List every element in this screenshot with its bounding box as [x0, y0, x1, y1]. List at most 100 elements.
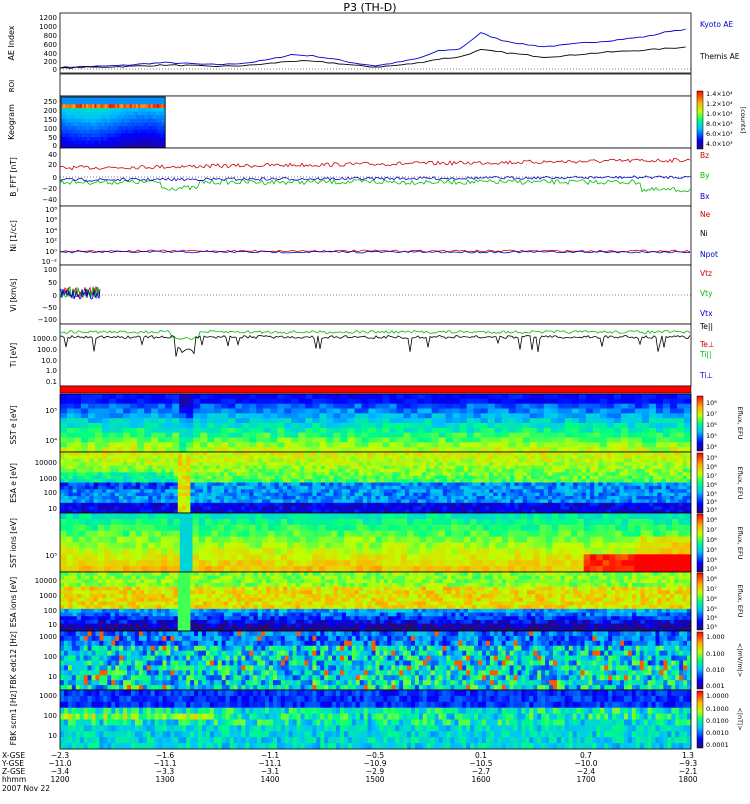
- sst-electron-cell: [291, 418, 298, 423]
- esa-electron-cell: [535, 452, 540, 456]
- esa-electron-cell: [232, 493, 237, 497]
- temperature-ylabel: Ti [eV]: [9, 343, 18, 368]
- sst-electron-cell: [214, 442, 221, 447]
- esa-electron-cell: [472, 472, 477, 476]
- sst-electron-cell: [635, 394, 642, 399]
- esa-electron-cell: [279, 462, 284, 466]
- sst-electron-cell: [404, 404, 411, 409]
- sst-electron-cell: [677, 399, 684, 404]
- esa-electron-cell: [304, 486, 309, 490]
- esa-electron-cell: [199, 472, 204, 476]
- esa-electron-cell: [275, 496, 280, 500]
- esa-electron-cell: [510, 466, 515, 470]
- esa-electron-cell: [598, 452, 603, 456]
- sst-ion-cell: [66, 525, 73, 531]
- sst-ion-cell: [293, 566, 300, 572]
- sst-electron-cell: [495, 442, 502, 447]
- esa-electron-cell: [287, 466, 292, 470]
- sst-ion-cell: [293, 537, 300, 543]
- density-ylabel: Ni [1/cc]: [9, 220, 18, 252]
- sst-ion-cell: [142, 548, 149, 554]
- esa-electron-cell: [531, 479, 536, 483]
- sst-ion-cell: [186, 513, 193, 519]
- sst-electron-cell: [439, 418, 446, 423]
- sst-electron-cell: [67, 423, 74, 428]
- esa-electron-cell: [325, 486, 330, 490]
- esa-electron-cell: [493, 499, 498, 503]
- sst-ion-cell: [167, 537, 174, 543]
- esa-electron-cell: [527, 469, 532, 473]
- esa-electron-cell: [662, 452, 667, 456]
- velocity-ytick: 100: [44, 266, 57, 274]
- esa-electron-cell: [211, 506, 216, 510]
- sst-electron-cell: [593, 423, 600, 428]
- esa-electron-cell: [418, 462, 423, 466]
- sst-ion-cell: [123, 531, 130, 537]
- esa-electron-cell: [476, 493, 481, 497]
- esa-electron-cell: [418, 466, 423, 470]
- esa-electron-cell: [590, 469, 595, 473]
- esa-electron-cell: [157, 479, 162, 483]
- ae-ytick: 600: [44, 41, 57, 49]
- esa-electron-cell: [249, 455, 254, 459]
- esa-electron-cell: [628, 483, 633, 487]
- sst-electron-cell: [130, 438, 137, 443]
- esa-electron-cell: [674, 503, 679, 507]
- esa-electron-cell: [472, 452, 477, 456]
- sst-ion-cell: [312, 560, 319, 566]
- esa-electron-cell: [683, 455, 688, 459]
- sst-electron-cell: [207, 433, 214, 438]
- esa-electron-cell: [434, 503, 439, 507]
- esa-electron-cell: [359, 486, 364, 490]
- esa-electron-cell: [287, 483, 292, 487]
- esa-electron-cell: [611, 506, 616, 510]
- esa-electron-cell: [102, 486, 107, 490]
- esa-electron-cell: [497, 469, 502, 473]
- esa-electron-cell: [237, 493, 242, 497]
- esa-electron-cell: [199, 483, 204, 487]
- sst-electron-cell: [361, 442, 368, 447]
- esa-electron-cell: [401, 472, 406, 476]
- esa-electron-cell: [127, 496, 132, 500]
- esa-electron-cell: [540, 496, 545, 500]
- esa-electron-cell: [237, 472, 242, 476]
- sst-electron-cell: [291, 433, 298, 438]
- esa-electron-cell: [216, 499, 221, 503]
- esa-electron-cell: [464, 503, 469, 507]
- esa-electron-cell: [376, 506, 381, 510]
- sst-electron-cell: [347, 442, 354, 447]
- sst-electron-cell: [277, 423, 284, 428]
- sst-electron-cell: [256, 438, 263, 443]
- esa-electron-cell: [296, 493, 301, 497]
- esa-electron-cell: [397, 472, 402, 476]
- esa-electron-cell: [472, 462, 477, 466]
- sst-electron-cell: [242, 428, 249, 433]
- sst-electron-cell: [151, 399, 158, 404]
- sst-electron-cell: [200, 413, 207, 418]
- esa-electron-cell: [73, 472, 78, 476]
- esa-electron-cell: [249, 506, 254, 510]
- sst-electron-cell: [116, 442, 123, 447]
- esa-electron-cell: [619, 499, 624, 503]
- esa-electron-cell: [418, 455, 423, 459]
- sst-electron-cell: [88, 438, 95, 443]
- esa-electron-cell: [615, 496, 620, 500]
- esa-electron-cell: [657, 466, 662, 470]
- esa-electron-cell: [540, 462, 545, 466]
- esa-electron-cell: [405, 472, 410, 476]
- sst-electron-cell: [495, 423, 502, 428]
- sst-electron-cell: [656, 399, 663, 404]
- esa-electron-cell: [540, 479, 545, 483]
- esa-electron-cell: [102, 466, 107, 470]
- esa-electron-cell: [653, 483, 658, 487]
- esa-electron-cell: [279, 466, 284, 470]
- esa-electron-cell: [249, 462, 254, 466]
- sst-electron-cell: [649, 413, 656, 418]
- esa-electron-cell: [190, 493, 195, 497]
- sst-ion-cell: [262, 531, 269, 537]
- esa-electron-cell: [161, 483, 166, 487]
- sst-electron-cell: [249, 433, 256, 438]
- sst-electron-cell: [649, 399, 656, 404]
- sst-ion-cell: [161, 554, 168, 560]
- sst-electron-cell: [81, 423, 88, 428]
